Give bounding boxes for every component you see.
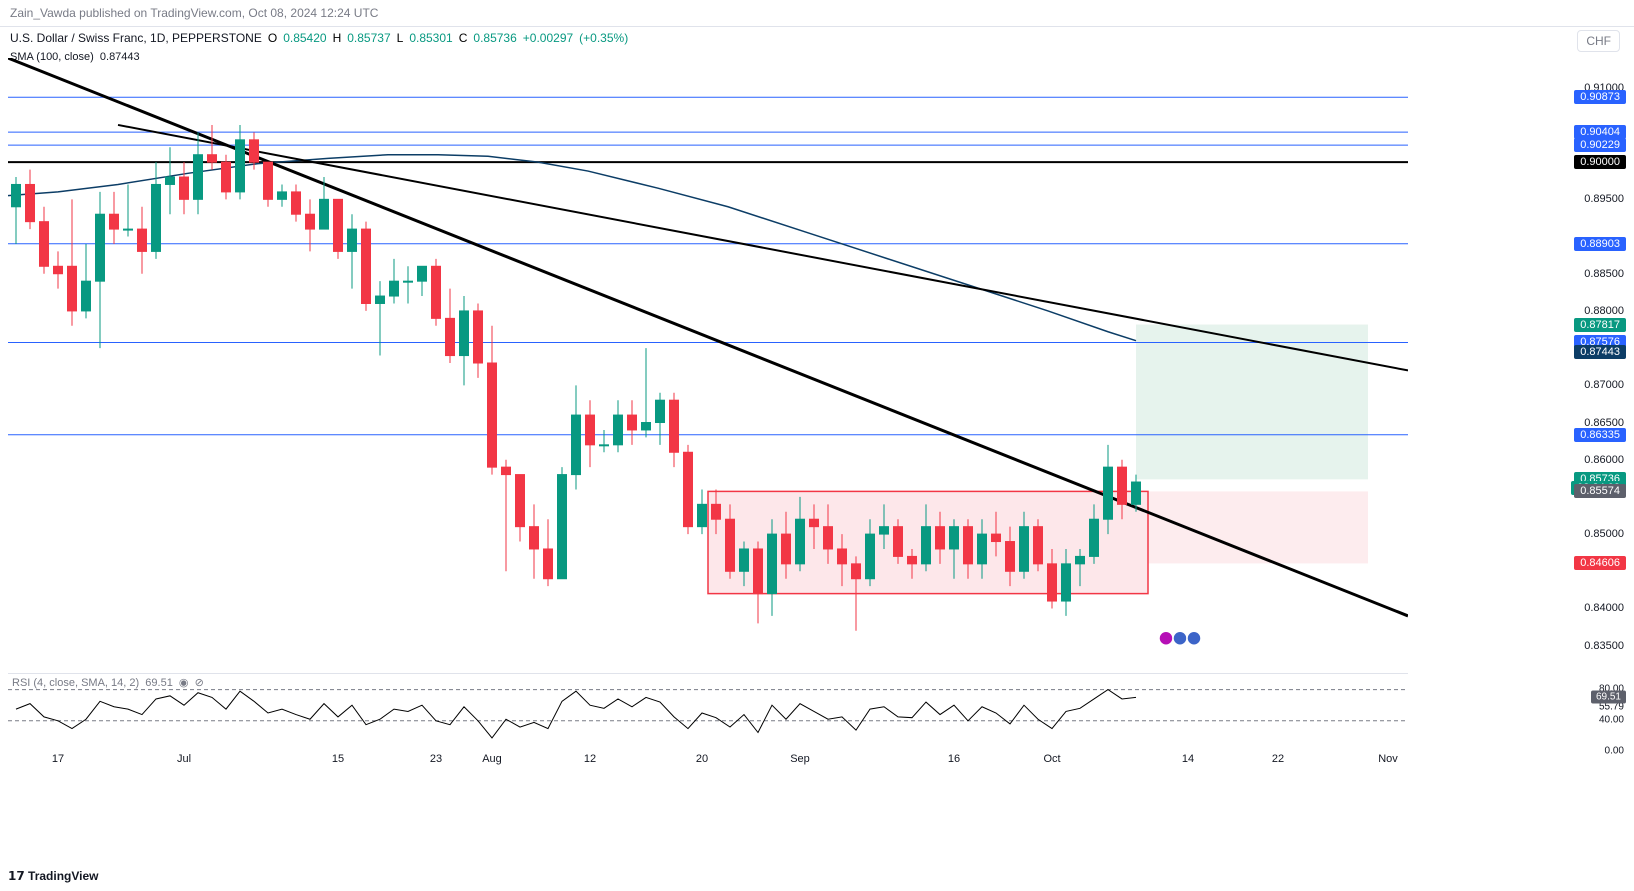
x-tick: 12 [584,753,596,765]
price-tag: 0.86335 [1574,428,1626,442]
rsi-tick: 55.79 [1599,702,1624,713]
price-tag: 0.84606 [1574,556,1626,570]
ohlc-h: 0.85737 [347,31,390,45]
rsi-panel[interactable]: RSI (4, close, SMA, 14, 2) 69.51 ◉ ⊘ [8,673,1408,751]
rsi-label: RSI (4, close, SMA, 14, 2) 69.51 ◉ ⊘ [12,676,204,689]
rsi-tick: 40.00 [1599,714,1624,725]
x-tick: Oct [1043,753,1060,765]
ohlc-change: +0.00297 [523,31,573,45]
y-tick: 0.86500 [1584,417,1624,429]
brand-footer: 𝟭𝟳 TradingView [8,869,99,883]
ohlc-l: 0.85301 [409,31,452,45]
y-tick: 0.89500 [1584,193,1624,205]
y-tick: 0.84000 [1584,602,1624,614]
publisher-text: Zain_Vawda published on TradingView.com,… [0,0,1634,27]
price-axis[interactable]: 0.910000.895000.885000.880000.870000.865… [1564,58,1634,668]
ohlc-o-label: O [268,31,277,45]
y-tick: 0.86000 [1584,454,1624,466]
price-tag: 0.85574 [1574,484,1626,498]
rsi-value-tag: 69.51 [1591,690,1626,703]
price-tag: 0.88903 [1574,237,1626,251]
ohlc-c: 0.85736 [473,31,516,45]
price-tag: 0.90404 [1574,125,1626,139]
y-tick: 0.88000 [1584,305,1624,317]
x-tick: Nov [1378,753,1398,765]
ohlc-h-label: H [333,31,342,45]
rsi-axis[interactable]: 80.0055.7940.000.0069.51 [1564,673,1634,751]
x-tick: 20 [696,753,708,765]
x-tick: Sep [790,753,810,765]
price-tag: 0.87443 [1574,345,1626,359]
x-tick: Aug [482,753,502,765]
ohlc-l-label: L [397,31,404,45]
y-tick: 0.88500 [1584,268,1624,280]
rsi-tick: 0.00 [1605,746,1624,757]
x-tick: 22 [1272,753,1284,765]
price-tag: 0.90229 [1574,138,1626,152]
ohlc-o: 0.85420 [283,31,326,45]
time-axis[interactable]: 17 Jul 15 23 Aug 12 20 Sep 16 Oct 14 22 Nov [8,753,1408,777]
rsi-canvas [8,674,1408,752]
x-tick: 17 [52,753,64,765]
symbol-info-bar: U.S. Dollar / Swiss Franc, 1D, PEPPERSTO… [0,27,1634,49]
y-tick: 0.87000 [1584,379,1624,391]
x-tick: Jul [177,753,191,765]
ohlc-change-pct: (+0.35%) [579,31,628,45]
main-chart[interactable] [8,58,1408,668]
y-tick: 0.83500 [1584,640,1624,652]
y-tick: 0.85000 [1584,528,1624,540]
tradingview-logo-icon: 𝟭𝟳 [8,869,25,883]
ohlc-c-label: C [459,31,468,45]
price-tag: 0.90000 [1574,155,1626,169]
currency-badge: CHF [1577,30,1620,52]
symbol-title: U.S. Dollar / Swiss Franc, 1D, PEPPERSTO… [10,31,262,45]
x-tick: 14 [1182,753,1194,765]
x-tick: 16 [948,753,960,765]
x-tick: 15 [332,753,344,765]
x-tick: 23 [430,753,442,765]
price-tag: 0.90873 [1574,90,1626,104]
price-tag: 0.87817 [1574,318,1626,332]
chart-canvas [8,58,1408,668]
